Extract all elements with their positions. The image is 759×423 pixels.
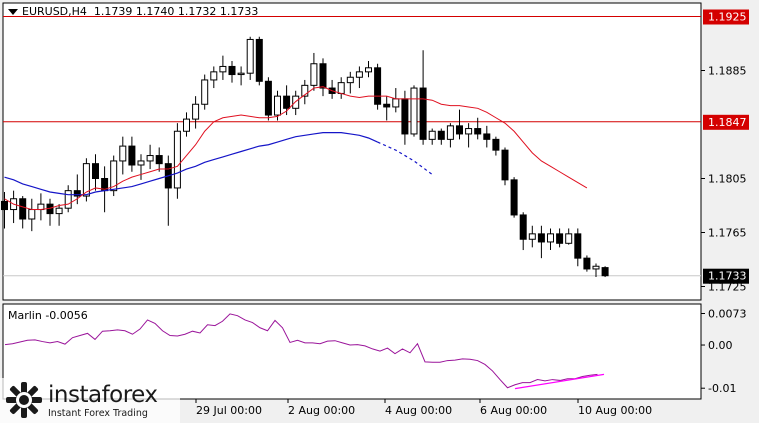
- time-tick-label: 6 Aug 00:00: [480, 404, 547, 417]
- candle-body-16: [146, 155, 154, 162]
- candle-body-37: [337, 82, 345, 94]
- candle-body-55: [501, 149, 509, 181]
- candle-body-34: [310, 63, 318, 86]
- current-price-tag-label: 1.1733: [708, 270, 747, 283]
- candle-body-57: [519, 214, 527, 240]
- candle-body-47: [428, 130, 436, 140]
- candle-body-20: [183, 118, 190, 132]
- price-tick-label: 1.1725: [708, 281, 747, 294]
- candle-body-65: [592, 265, 600, 270]
- candle-body-31: [283, 95, 291, 109]
- price-plot: [1, 16, 701, 278]
- ma-blue-line: [4, 132, 378, 196]
- candle-body-19: [173, 130, 181, 189]
- candle-body-30: [274, 95, 281, 116]
- candle-body-23: [210, 71, 218, 81]
- candle-body-22: [201, 79, 209, 105]
- candle-body-64: [583, 257, 591, 270]
- candle-body-52: [474, 128, 482, 135]
- instaforex-logo-icon: [6, 382, 42, 418]
- candle-body-60: [547, 233, 554, 243]
- ma-red-line: [4, 86, 588, 211]
- price-tick-label: 1.1765: [708, 227, 747, 240]
- candle-body-28: [255, 38, 263, 82]
- candle-body-39: [355, 71, 363, 78]
- candle-body-12: [110, 160, 118, 192]
- candle-body-10: [92, 163, 99, 179]
- candle-body-9: [82, 163, 90, 197]
- ohlc-label: 1.1739 1.1740 1.1732 1.1733: [93, 5, 259, 18]
- candle-body-3: [28, 209, 36, 220]
- candle-body-38: [346, 76, 354, 84]
- candle-body-51: [465, 128, 473, 135]
- candle-body-26: [237, 72, 245, 76]
- time-tick-label: 2 Aug 00:00: [288, 404, 355, 417]
- candle-body-2: [19, 198, 27, 220]
- current-price-tag: [703, 268, 749, 284]
- ma-blue-projection: [377, 141, 433, 175]
- candle-body-58: [528, 233, 536, 240]
- candle-body-24: [219, 65, 227, 73]
- indicator-tick-label: -0.01: [708, 382, 736, 395]
- candle-body-40: [365, 67, 372, 73]
- candle-body-63: [574, 233, 582, 259]
- candle-body-42: [383, 103, 391, 108]
- candle-body-41: [374, 67, 382, 105]
- candle-body-45: [410, 87, 418, 135]
- level-price-tag-label: 1.1847: [708, 116, 747, 129]
- candle-body-15: [137, 160, 145, 166]
- candle-body-59: [537, 233, 545, 243]
- candle-body-54: [492, 138, 500, 151]
- time-tick-label: 10 Aug 00:00: [578, 404, 652, 417]
- level-price-tag-label: 1.1925: [708, 11, 747, 24]
- watermark-brand: instaforex: [48, 382, 158, 408]
- watermark-tagline: Instant Forex Trading: [48, 408, 148, 419]
- candle-body-56: [510, 179, 518, 216]
- candle-body-35: [319, 63, 327, 89]
- candle-body-7: [64, 190, 72, 209]
- indicator-tick-label: 0.0073: [708, 308, 747, 321]
- time-tick-label: 29 Jul 00:00: [196, 404, 262, 417]
- candle-body-25: [228, 65, 236, 76]
- candle-body-0: [1, 200, 8, 211]
- indicator-tick-label: 0.00: [708, 339, 733, 352]
- watermark: instaforex Instant Forex Trading: [0, 378, 180, 423]
- candle-body-46: [419, 87, 427, 140]
- candle-body-17: [155, 155, 163, 165]
- candle-body-33: [301, 84, 309, 97]
- candle-body-62: [565, 233, 573, 244]
- axes: 1.1885 1.1805 1.1765 1.1725 1.1925 1.1847 1.17…: [195, 9, 749, 417]
- candle-body-27: [246, 38, 254, 74]
- price-tick-label: 1.1885: [708, 65, 747, 78]
- main-chart-panel[interactable]: [2, 2, 702, 301]
- level-price-tag-0: [703, 9, 749, 25]
- candle-body-6: [55, 207, 63, 215]
- level-price-tag-1: [703, 114, 749, 130]
- candle-body-50: [456, 125, 463, 135]
- candle-body-49: [446, 125, 454, 140]
- collapse-triangle-icon[interactable]: [8, 9, 18, 15]
- time-tick-label: 4 Aug 00:00: [385, 404, 452, 417]
- symbol-label: EURUSD,H4: [22, 5, 87, 18]
- candle-body-43: [392, 98, 400, 108]
- candle-body-29: [264, 80, 272, 116]
- divergence-line: [514, 373, 605, 390]
- chart-header: EURUSD,H4 1.1739 1.1740 1.1732 1.1733: [8, 5, 258, 18]
- candle-body-48: [437, 130, 445, 140]
- candle-body-44: [401, 98, 409, 135]
- indicator-plot: [4, 313, 605, 390]
- price-tick-label: 1.1805: [708, 173, 747, 186]
- marlin-line: [4, 313, 598, 389]
- candle-body-8: [73, 190, 81, 197]
- candle-body-21: [192, 103, 200, 120]
- candle-body-66: [601, 267, 609, 277]
- candle-body-61: [556, 233, 564, 244]
- candle-body-13: [119, 145, 127, 162]
- indicator-label: Marlin -0.0056: [8, 309, 88, 322]
- candle-body-53: [483, 133, 491, 140]
- candle-body-14: [128, 145, 136, 166]
